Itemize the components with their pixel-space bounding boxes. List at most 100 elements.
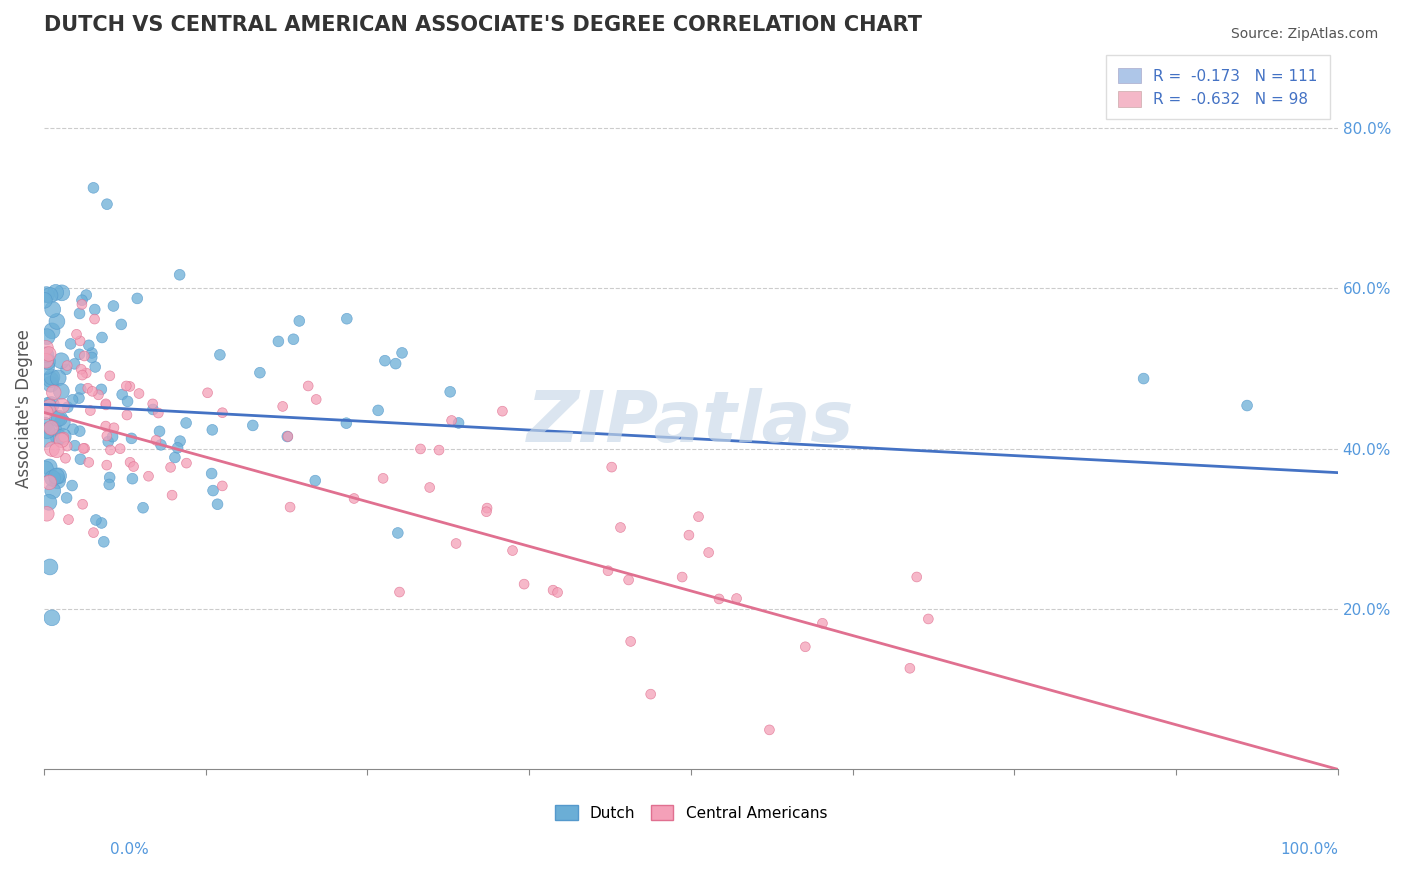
Point [166,441,188,455]
Point [77,455,100,469]
Point [128,386,150,401]
Point [35,507,58,521]
Point [620,634,643,648]
Point [427,443,450,458]
Point [174,416,197,430]
Point [42,421,65,435]
Point [596,564,619,578]
Point [41,611,63,625]
Point [1236,399,1258,413]
Point [697,545,720,559]
Point [100,443,122,458]
Point [409,442,432,456]
Point [600,460,623,475]
Point [56,401,79,415]
Legend: Dutch, Central Americans: Dutch, Central Americans [548,798,834,827]
Point [96,429,118,443]
Point [35,329,58,343]
Point [51,285,73,300]
Point [1132,371,1154,385]
Point [276,429,298,443]
Point [271,400,294,414]
Point [51,353,73,368]
Point [98,470,121,484]
Text: ZIPatlas: ZIPatlas [527,388,855,458]
Point [249,366,271,380]
Point [201,423,224,437]
Point [91,330,114,344]
Point [371,471,394,485]
Point [94,397,117,411]
Point [39,421,62,435]
Point [70,297,93,311]
Point [72,368,94,383]
Point [73,442,96,456]
Point [41,302,63,317]
Point [38,495,60,509]
Point [148,425,170,439]
Point [898,661,921,675]
Point [62,392,84,407]
Point [336,311,359,326]
Point [267,334,290,349]
Point [45,285,67,300]
Point [208,348,231,362]
Point [640,687,662,701]
Point [77,338,100,352]
Point [202,483,225,498]
Point [120,455,142,469]
Point [63,439,86,453]
Point [38,475,60,490]
Point [35,405,58,419]
Point [108,442,131,456]
Point [82,384,104,399]
Point [59,337,82,351]
Point [51,416,73,430]
Point [39,377,62,392]
Point [197,385,219,400]
Point [367,403,389,417]
Point [242,418,264,433]
Point [207,497,229,511]
Point [51,384,73,399]
Text: 0.0%: 0.0% [110,842,149,856]
Point [72,497,94,511]
Point [388,585,411,599]
Point [52,429,75,443]
Point [69,334,91,348]
Point [201,467,224,481]
Text: Source: ZipAtlas.com: Source: ZipAtlas.com [1230,27,1378,41]
Point [55,451,77,466]
Point [502,543,524,558]
Point [391,346,413,360]
Point [541,583,564,598]
Point [90,516,112,530]
Point [69,382,91,396]
Point [38,347,60,361]
Point [335,416,357,430]
Point [79,403,101,417]
Point [39,560,62,574]
Point [374,353,396,368]
Point [37,424,59,438]
Point [121,431,143,445]
Point [811,616,834,631]
Point [75,366,97,380]
Point [176,456,198,470]
Point [96,197,118,211]
Point [547,585,569,599]
Point [51,399,73,413]
Point [94,419,117,434]
Point [35,287,58,301]
Point [160,488,183,502]
Point [69,347,91,361]
Point [83,302,105,317]
Point [45,443,67,458]
Point [38,400,60,414]
Point [142,397,165,411]
Point [73,349,96,363]
Point [343,491,366,506]
Point [278,500,301,515]
Point [39,288,62,302]
Point [41,324,63,338]
